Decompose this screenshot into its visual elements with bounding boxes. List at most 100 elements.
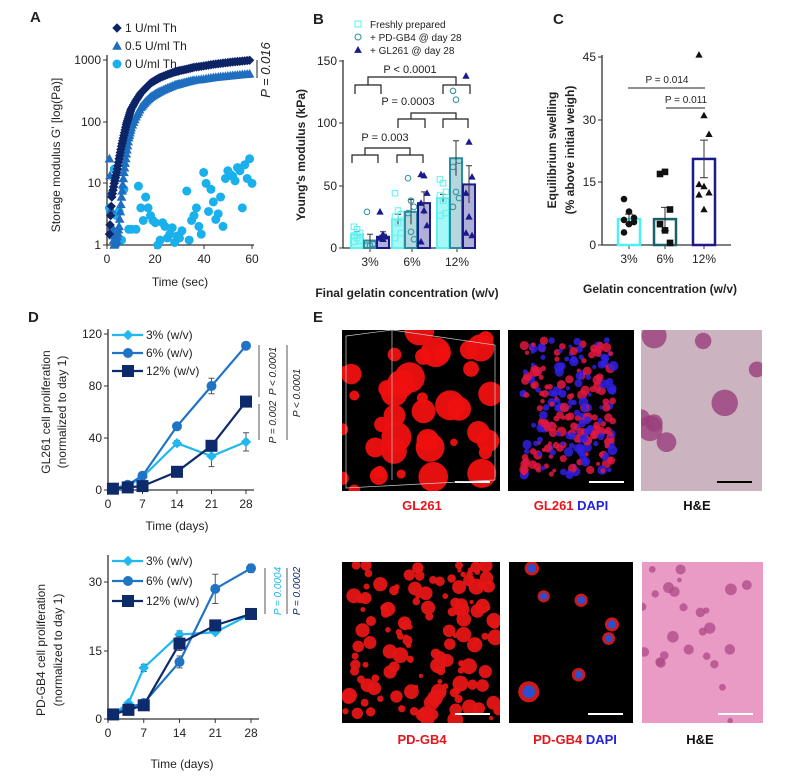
cell bbox=[404, 330, 435, 346]
e-gl261-he-image bbox=[641, 330, 762, 491]
cell bbox=[529, 448, 537, 455]
chart-b-point bbox=[452, 96, 460, 103]
chart-a-point bbox=[218, 221, 228, 231]
cell bbox=[420, 337, 451, 368]
nucleus bbox=[522, 685, 536, 699]
chart-a-point bbox=[182, 186, 192, 196]
cell bbox=[608, 361, 619, 372]
cell bbox=[364, 569, 373, 578]
chart-d1-pvalue-0: P < 0.0001 bbox=[268, 347, 279, 395]
cell bbox=[437, 679, 443, 685]
nucleus bbox=[577, 596, 586, 605]
cell bbox=[719, 683, 726, 691]
chart-d2-x-tick-label: 7 bbox=[140, 726, 147, 740]
chart-b-comparison-0: P < 0.0001 bbox=[383, 64, 436, 76]
cell bbox=[579, 453, 587, 461]
panel-e-micrographs: GL261 GL261 DAPI H&E PD-GB4 PD-GB4 DAPI … bbox=[342, 329, 763, 747]
cell bbox=[476, 679, 489, 692]
cell bbox=[529, 367, 540, 377]
cell bbox=[521, 471, 527, 476]
chart-b-point bbox=[391, 213, 399, 221]
cell bbox=[348, 484, 361, 491]
cell bbox=[543, 443, 553, 453]
cell bbox=[463, 361, 479, 377]
chart-d2-point bbox=[209, 619, 222, 632]
cell bbox=[540, 418, 550, 428]
e-row2-label-2a: PD-GB4 bbox=[533, 732, 583, 747]
cell bbox=[380, 379, 408, 407]
image-content bbox=[642, 564, 752, 723]
cell bbox=[486, 612, 500, 628]
cell bbox=[683, 644, 694, 655]
chart-b: Young's modulus (kPa) Final gelatin conc… bbox=[294, 20, 499, 300]
chart-b-comparison-2: P = 0.003 bbox=[361, 132, 408, 144]
chart-a-point bbox=[208, 197, 218, 207]
chart-a-point bbox=[177, 226, 187, 236]
cell bbox=[455, 562, 463, 570]
cell bbox=[452, 580, 467, 595]
cell bbox=[592, 375, 602, 385]
panel-label-c: C bbox=[553, 11, 564, 28]
chart-d2-point bbox=[107, 708, 120, 721]
cell bbox=[703, 607, 710, 614]
cell bbox=[602, 398, 610, 405]
cell bbox=[727, 717, 733, 723]
chart-b-bar bbox=[436, 197, 450, 249]
cell bbox=[408, 581, 422, 596]
chart-c-x-tick-label: 3% bbox=[620, 252, 638, 266]
chart-b-y-tick-label: 150 bbox=[317, 54, 337, 68]
cell bbox=[533, 440, 539, 447]
cell bbox=[444, 638, 456, 650]
cell bbox=[587, 392, 592, 397]
cell bbox=[704, 622, 716, 634]
chart-a-point bbox=[240, 160, 250, 170]
chart-b-point bbox=[442, 188, 450, 196]
cell bbox=[547, 421, 557, 432]
chart-d2-point bbox=[173, 637, 186, 650]
cell bbox=[531, 342, 536, 347]
cell bbox=[539, 336, 549, 345]
cell bbox=[351, 707, 363, 720]
chart-a-point bbox=[114, 221, 124, 231]
image-content bbox=[518, 562, 619, 703]
chart-a-point bbox=[235, 166, 245, 176]
chart-c-point bbox=[705, 188, 713, 196]
chart-b-point bbox=[455, 157, 463, 165]
chart-c: Equilibrium swelling (% above initial we… bbox=[545, 75, 737, 296]
cell bbox=[418, 586, 433, 601]
cell bbox=[679, 603, 688, 612]
e-row2-label-1: PD-GB4 bbox=[397, 732, 447, 747]
chart-a-point bbox=[117, 179, 128, 189]
chart-d2-pvalue-0: P = 0.0004 bbox=[273, 566, 284, 615]
cell bbox=[580, 385, 590, 396]
chart-a-legend-marker-0 bbox=[112, 23, 122, 33]
cell bbox=[355, 623, 370, 638]
chart-a-series-2 bbox=[104, 154, 257, 250]
cell bbox=[589, 385, 597, 393]
chart-c-point bbox=[695, 180, 703, 188]
chart-d1-point bbox=[171, 465, 183, 478]
cell bbox=[593, 421, 601, 430]
cell bbox=[564, 356, 570, 362]
chart-a-point bbox=[167, 223, 177, 233]
chart-c-x-tick-label: 12% bbox=[692, 252, 716, 266]
cell bbox=[568, 442, 575, 449]
chart-b-point bbox=[468, 231, 476, 239]
chart-b-error-bar bbox=[466, 165, 472, 204]
chart-d2-x-tick-label: 28 bbox=[244, 726, 258, 740]
chart-a-point bbox=[206, 184, 216, 194]
chart-d1-x-tick-label: 0 bbox=[105, 497, 112, 511]
chart-a-point bbox=[196, 229, 206, 239]
cell bbox=[607, 457, 614, 463]
chart-a-point bbox=[199, 167, 209, 177]
chart-d2-legend-marker-1 bbox=[123, 576, 133, 586]
chart-d1-legend-label-0: 3% (w/v) bbox=[146, 328, 193, 342]
cell bbox=[460, 571, 466, 578]
cell bbox=[598, 452, 604, 458]
cell bbox=[342, 423, 349, 436]
cell bbox=[390, 690, 403, 703]
chart-b-point bbox=[439, 197, 447, 204]
chart-a-point bbox=[194, 221, 204, 231]
cell bbox=[360, 698, 369, 707]
